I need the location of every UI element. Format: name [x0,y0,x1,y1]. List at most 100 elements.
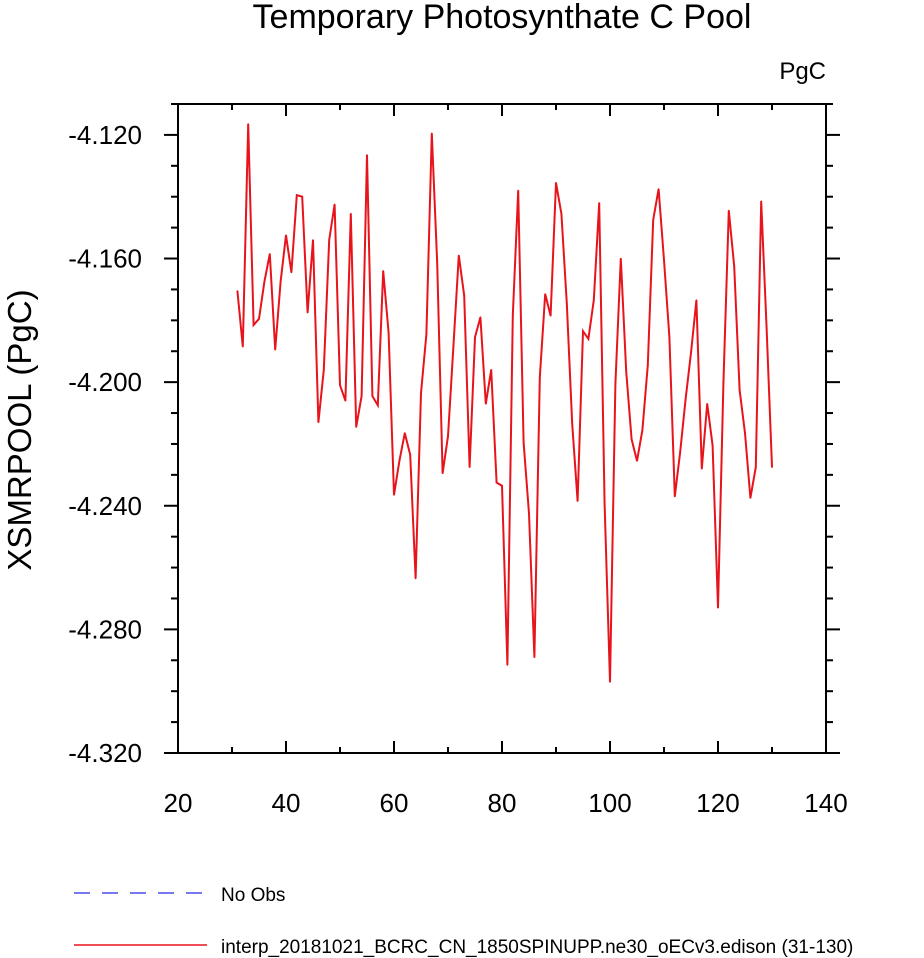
axis-ticks [164,103,840,754]
data-point [252,324,255,326]
data-point [733,265,735,268]
data-point [517,189,519,192]
data-point [360,395,363,397]
data-point [674,495,676,498]
data-point [755,466,757,468]
data-point [479,316,482,319]
data-point [236,290,239,292]
data-point [458,254,460,257]
data-point [263,280,266,283]
data-point [339,384,341,387]
data-point [409,454,412,456]
x-tick-labels: 20 40 60 80 100 120 140 [164,788,848,818]
legend-label: No Obs [221,885,285,906]
data-point [598,202,600,204]
y-tick-label: -4.200 [68,367,142,397]
data-point [258,318,260,320]
data-point [576,500,579,502]
data-point [350,212,352,215]
data-point [717,606,719,609]
data-point [528,512,530,515]
data-point [684,398,687,400]
x-tick-label: 80 [488,788,517,818]
y-tick-labels: -4.320 -4.280 -4.240 -4.200 -4.160 -4.120 [68,120,142,768]
data-point [436,262,439,265]
data-point [549,314,552,317]
data-point [760,200,762,203]
data-point [274,348,277,351]
plot-frame [177,103,827,754]
data-point [441,472,444,475]
data-point [652,219,654,221]
chart-title: Temporary Photosynthate C Pool [253,0,752,36]
series-line [236,124,773,682]
data-point [463,294,466,297]
data-point [301,195,304,198]
series-1 [236,123,773,683]
data-point [641,429,644,431]
data-point [306,311,309,314]
data-point [382,270,385,272]
data-point [593,299,595,302]
data-point [447,435,449,438]
data-point [722,382,725,385]
x-tick-label: 140 [804,788,847,818]
data-point [544,293,546,295]
data-point [468,466,471,468]
data-point [490,369,493,371]
data-point [614,382,617,385]
data-point [603,503,606,506]
data-point [533,656,536,658]
data-point [566,302,568,305]
data-point [630,438,633,441]
x-tick-label: 60 [380,788,409,818]
data-point [431,132,433,135]
data-point [404,432,406,434]
data-point [242,345,244,348]
data-point [522,441,525,444]
data-point [582,330,584,333]
data-point [625,370,627,373]
data-point [398,460,401,462]
legend: No Obs interp_20181021_BCRC_CN_1850SPINUP… [74,885,853,958]
data-point [344,399,347,402]
data-point [706,403,708,405]
x-tick-label: 120 [696,788,739,818]
data-point [474,336,476,339]
data-point [501,484,503,487]
data-point [711,444,714,447]
data-point [587,338,590,340]
data-point [387,331,390,334]
data-point [657,188,660,190]
data-point [485,403,487,405]
x-tick-label: 20 [164,788,193,818]
y-tick-label: -4.160 [68,244,142,274]
data-point [728,209,730,212]
data-point [620,257,622,260]
data-point [355,426,358,428]
data-point [636,460,638,462]
data-point [771,466,773,468]
y-tick-label: -4.240 [68,491,142,521]
data-point [328,239,331,241]
data-point [744,432,746,434]
data-point [609,681,611,683]
data-point [512,314,514,317]
y-axis-label: XSMRPOOL (PgC) [1,289,38,570]
data-point [452,345,455,348]
data-point [738,389,741,391]
data-point [393,494,395,496]
data-point [555,182,557,184]
data-point [495,481,498,484]
data-point [414,577,417,580]
data-point [323,369,325,371]
data-point [690,352,692,354]
data-point [539,376,541,379]
data-point [366,154,368,156]
data-point [749,497,752,499]
data-point [285,234,287,237]
x-tick-label: 100 [588,788,631,818]
x-tick-label: 40 [272,788,301,818]
data-point [560,212,563,215]
